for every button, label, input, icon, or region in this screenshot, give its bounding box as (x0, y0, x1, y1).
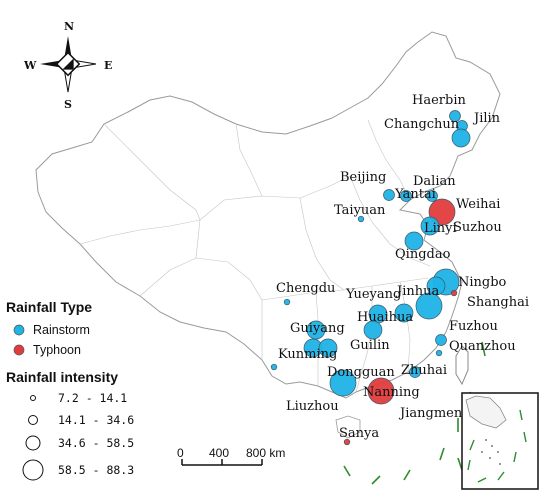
changchun-marker (451, 128, 471, 148)
rainfall-intensity-title: Rainfall intensity (6, 369, 118, 385)
taiyuan-label: Taiyuan (334, 203, 386, 218)
compass-west-label: W (23, 59, 37, 72)
nanning-marker (367, 377, 395, 405)
intensity-size-1 (28, 415, 38, 425)
dalian-label: Dalian (413, 174, 456, 189)
quanzhou-marker (435, 349, 443, 357)
scale-bar: 0 400 800 km (177, 446, 285, 466)
weihai-label: Weihai (456, 197, 500, 212)
scale-tick-400: 400 (209, 446, 229, 460)
kunming-label: Kunming (278, 347, 337, 362)
jilin-label: Jilin (472, 111, 501, 126)
shanghai-marker (450, 289, 458, 297)
compass-east-label: E (104, 59, 112, 72)
sanya-marker (343, 438, 351, 446)
fuzhou-marker (435, 334, 447, 346)
sanya-label: Sanya (339, 426, 379, 441)
jiangmen-label: Jiangmen (398, 406, 463, 421)
city-markers (270, 110, 471, 446)
shanghai-label: Shanghai (467, 295, 529, 310)
dongguan-label: Dongguan (327, 365, 395, 380)
liuzhou-marker (329, 369, 357, 397)
hainan-island (335, 415, 361, 439)
jiangmen-marker (270, 363, 278, 371)
yueyang-marker (394, 303, 414, 323)
yantai-label: Yantai (394, 187, 436, 202)
city-labels: Haerbin Jilin Changchun Beijing YantaiDalian… (276, 93, 529, 441)
dalian-marker (426, 190, 438, 202)
zhuhai-marker (409, 366, 421, 378)
qingdao-marker (404, 231, 424, 251)
intensity-size-2 (25, 435, 41, 451)
yantai-marker (400, 190, 412, 202)
zhuhai-label: Zhuhai (401, 363, 447, 378)
legend: Rainfall Type Rainstorm Typhoon Rainfall… (6, 299, 134, 481)
beijing-marker (383, 189, 395, 201)
intensity-range-0: 7.2 - 14.1 (58, 391, 127, 405)
taiyuan-marker (357, 215, 365, 223)
rainfall-type-title: Rainfall Type (6, 299, 92, 315)
chengdu-marker (283, 298, 291, 306)
ningbo-label: Ningbo (458, 275, 507, 290)
rainstorm-swatch (13, 324, 25, 336)
haerbin-label: Haerbin (412, 93, 466, 108)
guiyang-label: Guiyang (290, 321, 345, 336)
linyi-label: Linyi (424, 221, 457, 236)
intensity-range-2: 34.6 - 58.5 (58, 436, 134, 450)
qingdao-label: Qingdao (395, 247, 451, 262)
scale-tick-0: 0 (177, 446, 184, 460)
jinhua-marker (415, 292, 443, 320)
nanning-label: Nanning (363, 385, 420, 400)
guilin-marker (363, 320, 383, 340)
haerbin-marker (449, 110, 461, 122)
province-boundaries (79, 119, 431, 393)
scale-tick-800km: 800 km (246, 446, 285, 460)
intensity-size-0 (30, 395, 36, 401)
huaihua-label: Huaihua (357, 310, 413, 325)
south-china-sea-inset (461, 392, 539, 490)
yueyang-label: Yueyang (345, 287, 401, 302)
liuzhou-label: Liuzhou (286, 399, 339, 414)
beijing-label: Beijing (340, 170, 386, 185)
linyi-marker (420, 216, 440, 236)
china-outline (35, 31, 501, 399)
dongguan-marker (318, 338, 338, 358)
suzhou-label: Suzhou (453, 220, 502, 235)
rainstorm-label: Rainstorm (33, 323, 90, 337)
changchun-label: Changchun (384, 117, 460, 132)
jinhua-label: Jinhua (395, 284, 439, 299)
guiyang-marker (306, 320, 326, 340)
fuzhou-label: Fuzhou (449, 319, 498, 334)
intensity-range-1: 14.1 - 34.6 (58, 413, 134, 427)
intensity-size-3 (22, 459, 44, 481)
compass-south-label: S (64, 98, 72, 111)
taiwan-island (455, 345, 469, 386)
intensity-range-3: 58.5 - 88.3 (58, 463, 134, 477)
typhoon-label: Typhoon (33, 343, 81, 357)
compass-rose: N S E W (23, 20, 112, 111)
chengdu-label: Chengdu (276, 281, 335, 296)
quanzhou-label: Quanzhou (449, 339, 516, 354)
typhoon-swatch (13, 344, 25, 356)
compass-north-label: N (64, 20, 74, 33)
guilin-label: Guilin (350, 338, 390, 353)
